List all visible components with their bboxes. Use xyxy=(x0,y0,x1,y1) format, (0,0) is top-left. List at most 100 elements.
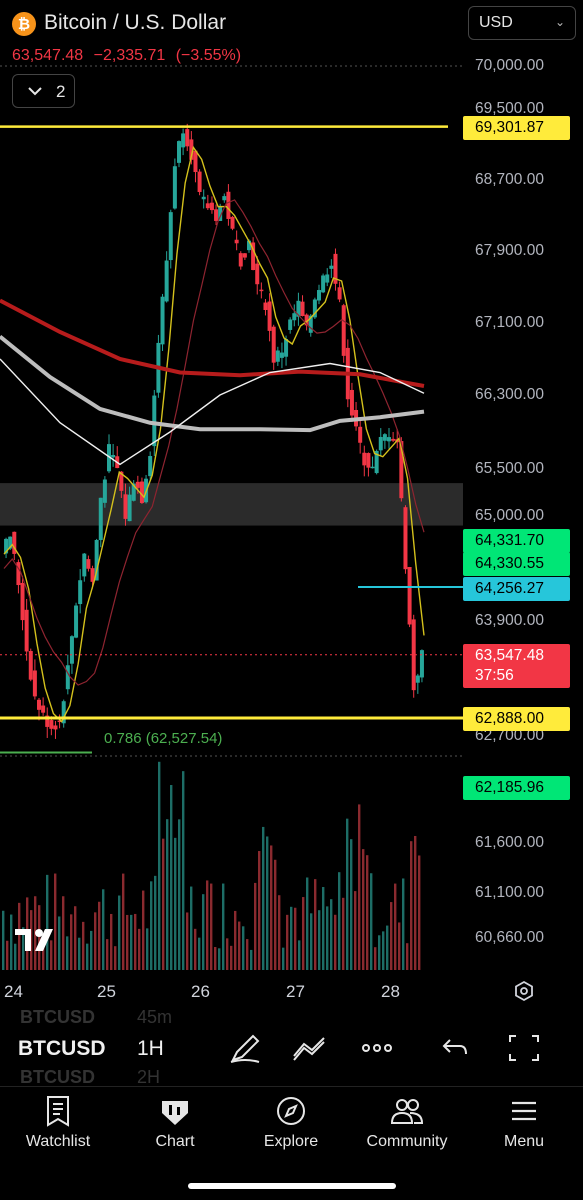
volume-bar xyxy=(274,859,277,970)
volume-bar xyxy=(326,906,329,970)
volume-bar xyxy=(354,891,357,970)
interval-picker-ghost: 45m xyxy=(137,1007,173,1027)
nav-explore[interactable]: Explore xyxy=(233,1095,349,1151)
candle-body xyxy=(61,701,66,724)
candle-body xyxy=(399,441,404,499)
candle-body xyxy=(197,171,202,193)
price-change-pct: (−3.55%) xyxy=(175,47,242,64)
candle-body xyxy=(127,494,132,522)
candle-body xyxy=(16,562,21,586)
nav-community[interactable]: Community xyxy=(349,1095,465,1151)
candle-body xyxy=(102,479,107,503)
candle-body xyxy=(205,203,210,209)
chart-header: ₿ Bitcoin / U.S. Dollar 63,547.48 −2,335… xyxy=(0,0,583,110)
volume-bar xyxy=(46,874,49,970)
candle-body xyxy=(341,305,346,356)
candle-body xyxy=(90,568,95,582)
volume-bar xyxy=(282,947,285,970)
volume-bar xyxy=(322,887,325,970)
candle-body xyxy=(411,619,416,691)
fast-moving-average xyxy=(3,145,425,723)
candle-body xyxy=(214,209,219,221)
tradingview-logo-icon xyxy=(15,929,53,951)
candle-body xyxy=(300,301,305,316)
candle-body xyxy=(403,507,408,570)
nav-label: Explore xyxy=(263,1133,319,1150)
volume-bar xyxy=(190,886,193,970)
white-moving-average xyxy=(0,358,425,466)
candle-body xyxy=(333,253,338,284)
date-axis-label: 27 xyxy=(286,982,305,1001)
volume-bar xyxy=(258,851,261,970)
volume-bar xyxy=(378,935,381,970)
trend-line-icon[interactable] xyxy=(290,1030,330,1066)
chart-settings-icon[interactable] xyxy=(513,980,535,1002)
interval-button[interactable]: 1H xyxy=(137,1037,164,1060)
price-axis-label: 60,660.00 xyxy=(475,929,544,946)
candle-body xyxy=(82,553,87,577)
volume-bar xyxy=(386,925,389,970)
candle-body xyxy=(148,456,153,477)
nav-watchlist[interactable]: Watchlist xyxy=(0,1095,116,1151)
candle-body xyxy=(419,650,424,678)
mid-moving-average xyxy=(3,199,425,686)
volume-bar xyxy=(318,910,321,970)
slow-moving-average-grey xyxy=(0,334,425,433)
volume-bar xyxy=(66,936,69,970)
indicators-toggle-button[interactable]: 2 xyxy=(12,74,75,108)
candle-body xyxy=(407,567,412,625)
volume-bar xyxy=(102,889,105,970)
volume-bar xyxy=(50,940,53,970)
candle-body xyxy=(193,150,198,173)
price-axis-label: 67,900.00 xyxy=(475,242,544,259)
more-options-icon[interactable] xyxy=(357,1030,397,1066)
volume-bar xyxy=(370,873,373,970)
candle-body xyxy=(135,481,140,488)
volume-bar xyxy=(266,836,269,970)
candle-body xyxy=(230,216,235,229)
drawing-pen-icon[interactable] xyxy=(225,1030,265,1066)
undo-icon[interactable] xyxy=(436,1030,476,1066)
price-chart[interactable] xyxy=(0,0,583,1000)
candle-body xyxy=(238,253,243,267)
candle-body xyxy=(275,350,280,362)
volume-bar xyxy=(238,921,241,970)
candle-body xyxy=(234,239,239,244)
volume-bar xyxy=(106,939,109,970)
symbol-title[interactable]: Bitcoin / U.S. Dollar xyxy=(44,11,227,34)
volume-bar xyxy=(98,901,101,970)
volume-bar xyxy=(178,819,181,970)
bar-countdown: 37:56 xyxy=(475,667,514,684)
candle-body xyxy=(255,263,260,285)
candle-body xyxy=(94,539,99,581)
moving-average-tag: 64,331.70 xyxy=(463,529,570,553)
candle-body xyxy=(160,296,165,345)
menu-icon xyxy=(512,1101,536,1121)
candle-body xyxy=(45,715,50,727)
candle-body xyxy=(12,531,17,554)
nav-label: Menu xyxy=(503,1133,545,1150)
candle-body xyxy=(387,437,391,442)
volume-bar xyxy=(250,949,253,970)
currency-select[interactable]: USD ⌄ xyxy=(468,6,576,40)
symbol-button[interactable]: BTCUSD xyxy=(18,1037,106,1060)
volume-bar xyxy=(114,946,117,970)
volume-bar xyxy=(126,914,129,970)
volume-bar xyxy=(314,879,317,970)
nav-menu[interactable]: Menu xyxy=(466,1095,582,1151)
volume-bar xyxy=(346,818,349,970)
candle-body xyxy=(119,471,124,491)
candle-body xyxy=(98,497,103,541)
resistance-price-tag: 69,301.87 xyxy=(463,116,570,140)
candle-body xyxy=(325,274,330,283)
bottom-navigation: Watchlist Chart Explore Community Menu xyxy=(0,1086,583,1200)
volume-bar xyxy=(2,910,5,970)
price-axis-label: 65,500.00 xyxy=(475,460,544,477)
candle-body xyxy=(288,319,293,330)
nav-chart[interactable]: Chart xyxy=(117,1095,233,1151)
volume-bar xyxy=(118,895,121,970)
fullscreen-icon[interactable] xyxy=(504,1030,544,1066)
price-axis-label: 62,700.00 xyxy=(475,727,544,744)
last-price-tag: 63,547.48 37:56 xyxy=(463,644,570,688)
volume-bar xyxy=(122,873,125,970)
